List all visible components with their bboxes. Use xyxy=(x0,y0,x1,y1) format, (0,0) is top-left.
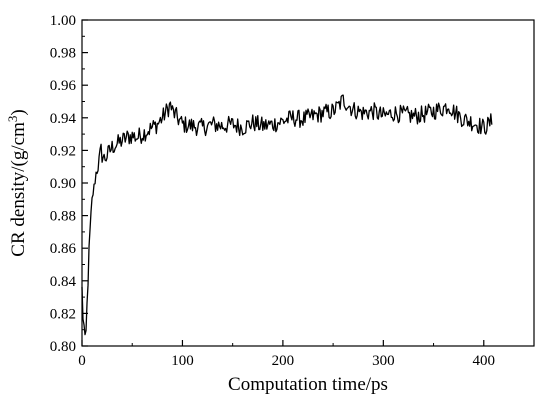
y-tick-label: 0.96 xyxy=(50,78,77,94)
x-tick-label: 200 xyxy=(272,353,295,369)
y-tick-label: 0.90 xyxy=(50,176,76,192)
series-layer xyxy=(81,94,493,336)
y-axis-label: CR density/(g/cm3) xyxy=(5,109,30,256)
x-axis-ticks: 0 100 200 300 400 xyxy=(78,340,495,369)
y-tick-label: 0.92 xyxy=(50,143,76,159)
y-axis-label-close: ) xyxy=(8,109,29,115)
y-tick-label: 0.84 xyxy=(50,274,77,290)
y-tick-label: 1.00 xyxy=(50,13,76,29)
y-tick-label: 0.98 xyxy=(50,46,76,62)
x-tick-label: 100 xyxy=(171,353,194,369)
y-tick-label: 0.94 xyxy=(50,111,77,127)
y-axis-label-superscript: 3 xyxy=(5,116,20,123)
y-tick-label: 0.82 xyxy=(50,306,76,322)
y-axis-label-main: CR density/(g/cm xyxy=(8,122,29,257)
x-tick-label: 400 xyxy=(473,353,496,369)
y-tick-label: 0.86 xyxy=(50,241,77,257)
x-axis-label: Computation time/ps xyxy=(228,374,388,395)
y-tick-label: 0.80 xyxy=(50,339,76,355)
y-axis-ticks: 0.80 0.82 0.84 0.86 0.88 0.90 0.92 0.94 0.96 0.98… xyxy=(50,13,88,355)
x-tick-label: 300 xyxy=(372,353,395,369)
plot-area: 0 100 200 300 400 0.800.820.840.860.880.900.… xyxy=(50,13,535,369)
plot-frame xyxy=(81,19,535,347)
x-tick-label: 0 xyxy=(78,353,86,369)
density-series-line xyxy=(81,94,493,336)
y-tick-label: 0.88 xyxy=(50,209,76,225)
